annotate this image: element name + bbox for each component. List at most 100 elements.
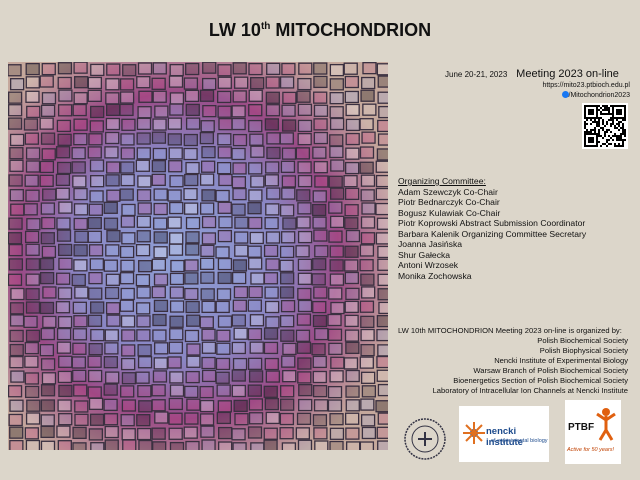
tile <box>57 243 73 257</box>
qr-module <box>604 105 606 107</box>
qr-module <box>598 135 600 137</box>
tile <box>200 425 215 438</box>
qr-module <box>584 107 586 109</box>
qr-module <box>610 131 612 133</box>
tile <box>40 132 56 145</box>
tile <box>376 328 388 342</box>
tile <box>247 357 263 371</box>
qr-module <box>584 141 586 143</box>
tile <box>280 160 296 173</box>
tile <box>121 118 136 131</box>
qr-module <box>588 131 590 133</box>
tile <box>41 216 56 230</box>
qr-module <box>624 115 626 117</box>
qr-module <box>614 133 616 135</box>
tile <box>169 232 184 245</box>
tile <box>106 189 121 202</box>
qr-module <box>612 107 614 109</box>
tile <box>169 103 184 116</box>
committee-member: Piotr Koprowski Abstract Submission Coor… <box>398 218 586 228</box>
tile <box>183 202 199 215</box>
qr-module <box>598 125 600 127</box>
qr-module <box>624 139 626 141</box>
qr-module <box>606 107 608 109</box>
tile <box>119 299 135 312</box>
tile <box>279 259 294 273</box>
qr-module <box>584 121 586 123</box>
tile <box>39 271 55 285</box>
tile <box>120 385 135 398</box>
tile <box>280 398 295 411</box>
qr-module <box>594 131 596 133</box>
qr-module <box>606 105 608 107</box>
qr-module <box>588 105 590 107</box>
qr-module <box>602 127 604 129</box>
tile <box>344 75 359 89</box>
tile <box>343 175 358 188</box>
tile <box>200 202 215 215</box>
tile <box>88 343 103 356</box>
tile <box>297 77 312 91</box>
tile <box>232 357 248 371</box>
tile <box>87 314 103 327</box>
tile <box>169 441 185 450</box>
qr-module <box>600 145 602 147</box>
tile <box>201 232 217 245</box>
qr-module <box>584 131 586 133</box>
qr-module <box>614 125 616 127</box>
tile <box>119 91 135 104</box>
tile <box>73 118 88 131</box>
meeting-line: June 20-21, 2023 Meeting 2023 on-line <box>445 64 619 82</box>
tile <box>56 119 72 133</box>
qr-module <box>584 115 586 117</box>
qr-module <box>614 127 616 129</box>
tile <box>8 64 22 77</box>
tile <box>87 146 102 159</box>
tile <box>217 400 232 413</box>
tile <box>376 63 388 76</box>
tile <box>312 146 327 159</box>
tile <box>154 342 169 355</box>
tile <box>296 341 312 354</box>
qr-module <box>592 109 594 111</box>
tile <box>217 229 233 243</box>
tile <box>360 398 375 411</box>
qr-module <box>596 135 598 137</box>
tile <box>377 75 388 88</box>
tile <box>264 397 279 411</box>
tile <box>280 385 295 398</box>
qr-module <box>612 111 614 113</box>
tile <box>263 385 278 398</box>
qr-module <box>598 129 600 131</box>
tile <box>40 414 55 427</box>
tile <box>217 76 232 89</box>
tile <box>103 383 118 396</box>
tile <box>218 173 233 187</box>
qr-module <box>594 127 596 129</box>
qr-module <box>624 113 626 115</box>
tile <box>25 329 41 342</box>
tile <box>199 385 214 399</box>
qr-module <box>586 119 588 121</box>
tile <box>120 215 136 228</box>
qr-module <box>608 129 610 131</box>
tile <box>362 62 377 75</box>
tile <box>105 117 121 131</box>
tile <box>279 245 295 259</box>
tile <box>250 145 265 158</box>
qr-module <box>586 117 588 119</box>
qr-module <box>612 123 614 125</box>
tile <box>185 62 200 76</box>
tile <box>105 273 121 286</box>
qr-module <box>588 109 590 111</box>
tile <box>343 357 359 370</box>
tile <box>103 398 118 412</box>
tile <box>248 412 264 425</box>
qr-module <box>608 135 610 137</box>
tile <box>153 188 168 201</box>
tile <box>136 329 151 342</box>
tile <box>376 369 388 382</box>
tile <box>313 75 328 89</box>
tile <box>249 231 264 245</box>
tile <box>184 412 199 425</box>
